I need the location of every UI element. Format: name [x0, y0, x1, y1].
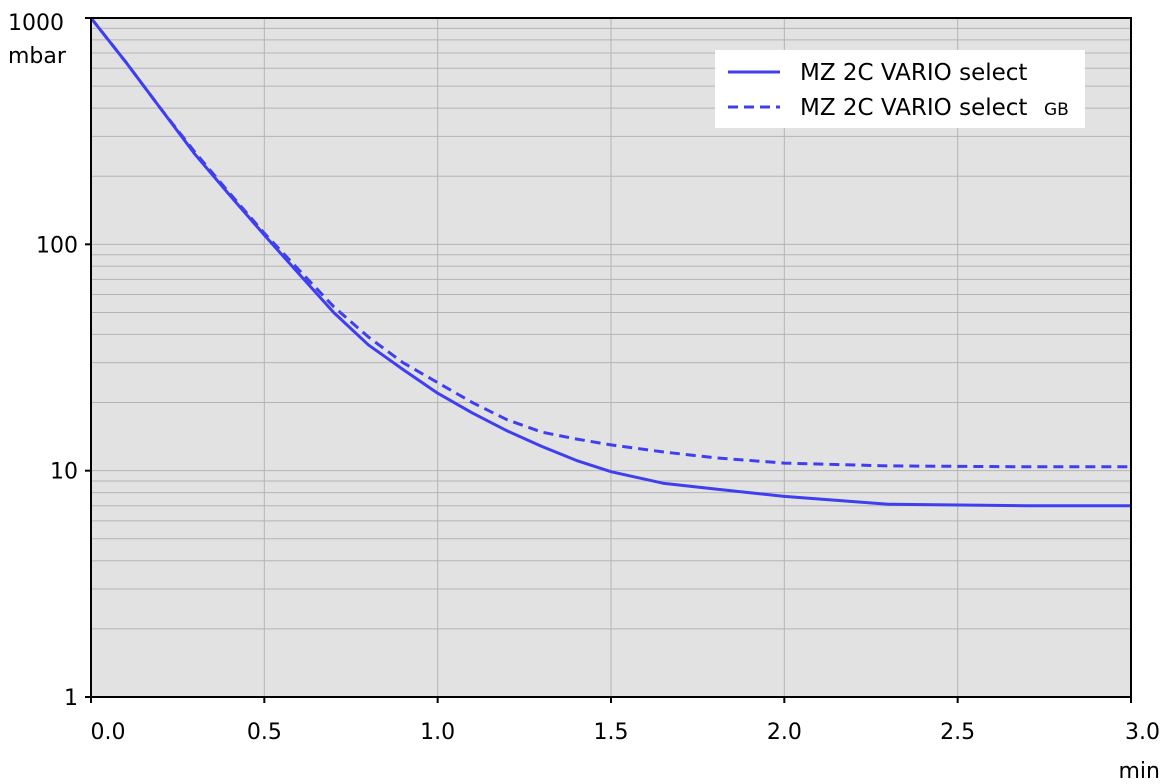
y-unit-label: mbar — [8, 44, 67, 69]
legend-label-dashed-suffix: GB — [1044, 100, 1069, 120]
y-axis-ticks: 1 10 100 1000 — [8, 11, 91, 711]
y-tick-label: 10 — [50, 460, 78, 485]
x-tick-label: 1.0 — [420, 720, 455, 745]
x-tick-label: 1.5 — [594, 720, 629, 745]
series-layer — [89, 17, 1131, 508]
grid — [91, 18, 1131, 697]
x-tick-label: 2.5 — [940, 720, 975, 745]
y-tick-label: 1000 — [8, 11, 64, 36]
x-unit-label: min — [1119, 759, 1161, 784]
x-tick-label: 0.0 — [91, 720, 126, 745]
legend-label-dashed: MZ 2C VARIO select — [800, 95, 1027, 121]
x-axis-ticks: 0.0 0.5 1.0 1.5 2.0 2.5 3.0 — [90, 697, 1160, 745]
legend: MZ 2C VARIO select MZ 2C VARIO select GB — [715, 50, 1085, 128]
x-tick-label: 0.5 — [247, 720, 282, 745]
x-tick-label: 2.0 — [767, 720, 802, 745]
x-tick-label: 3.0 — [1125, 720, 1160, 745]
series-line-2 — [89, 17, 1131, 469]
legend-box — [715, 50, 1085, 128]
y-tick-label: 1 — [64, 686, 78, 711]
legend-label-solid: MZ 2C VARIO select — [800, 60, 1027, 86]
y-tick-label: 100 — [36, 233, 78, 258]
